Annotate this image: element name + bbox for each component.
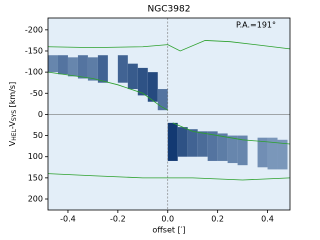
plot-area xyxy=(48,18,290,210)
emission-cell xyxy=(117,55,128,83)
emission-cell xyxy=(48,55,58,73)
emission-cell xyxy=(267,137,278,170)
emission-cell xyxy=(217,133,228,161)
x-axis-label: offset [′] xyxy=(152,226,185,235)
y-tick-label: -100 xyxy=(25,68,43,77)
emission-cell xyxy=(197,131,208,157)
y-axis-label-part: [km/s] xyxy=(8,82,17,110)
contour xyxy=(48,40,290,52)
contour xyxy=(48,173,290,181)
emission-cell xyxy=(137,67,148,96)
emission-cell xyxy=(187,129,198,157)
x-tick-label: 0.0 xyxy=(161,215,174,224)
emission-cell xyxy=(97,55,108,83)
emission-cell xyxy=(87,57,98,81)
y-axis-label-part: SYS xyxy=(11,110,18,121)
y-tick-label: 200 xyxy=(28,195,43,204)
chart-title: NGC3982 xyxy=(148,5,191,15)
contour xyxy=(48,71,168,111)
plot-background xyxy=(48,18,290,210)
x-tick-label: 0.4 xyxy=(261,215,274,224)
emission-cell xyxy=(67,57,78,77)
y-tick-label: -200 xyxy=(25,25,43,34)
y-axis-label-part: HEL xyxy=(11,128,18,140)
y-tick-label: 0 xyxy=(38,110,43,119)
plot-frame xyxy=(47,17,291,211)
emission-cell xyxy=(257,137,268,168)
emission-cell xyxy=(157,89,168,111)
emission-cell xyxy=(207,131,218,161)
y-axis-label-part: -V xyxy=(8,121,17,129)
x-tick-label: -0.2 xyxy=(110,215,126,224)
emission-cell xyxy=(77,55,88,79)
annotation: P.A.=191° xyxy=(236,21,276,30)
y-axis-label: VHEL-VSYS [km/s] xyxy=(8,82,18,146)
contour xyxy=(172,122,290,145)
emission-cell xyxy=(177,127,188,157)
x-tick-label: 0.2 xyxy=(211,215,224,224)
y-tick-label: 150 xyxy=(28,173,43,182)
emission-cell xyxy=(57,55,68,75)
y-axis-label-part: V xyxy=(8,140,17,146)
y-tick-label: -150 xyxy=(25,46,43,55)
y-tick-label: 50 xyxy=(33,131,43,140)
x-tick-label: -0.4 xyxy=(60,215,76,224)
emission-cell xyxy=(237,135,248,166)
emission-cell xyxy=(167,122,178,161)
emission-cell xyxy=(277,139,288,170)
emission-cell xyxy=(127,63,138,90)
y-tick-label: -50 xyxy=(30,89,43,98)
y-tick-label: 100 xyxy=(28,152,43,161)
emission-cell xyxy=(147,72,158,102)
emission-cell xyxy=(227,135,238,164)
